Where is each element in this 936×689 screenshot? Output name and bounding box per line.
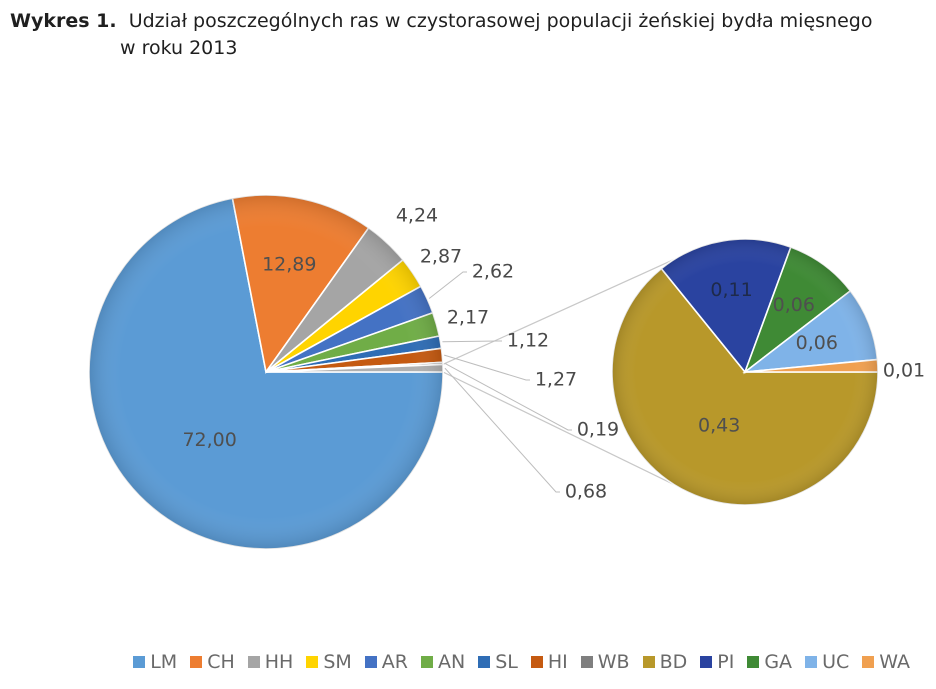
legend-item-sl: SL: [478, 648, 518, 676]
legend-label-bd: BD: [659, 651, 688, 673]
legend-swatch-pi: [700, 656, 713, 668]
legend-label-wa: WA: [879, 651, 910, 673]
leader-sl: [442, 340, 502, 343]
value-label-lm: 72,00: [182, 429, 236, 451]
value-label-wb: 0,19: [577, 419, 619, 441]
chart-caption: Wykres 1. Udział poszczególnych ras w cz…: [10, 8, 920, 62]
legend-swatch-wb: [580, 656, 593, 668]
value-label-hh: 4,24: [396, 205, 438, 227]
legend-label-uc: UC: [822, 651, 850, 673]
legend-swatch-an: [421, 656, 433, 668]
legend-label-sm: SM: [323, 651, 352, 673]
legend-label-ch: CH: [207, 651, 235, 673]
leader-wb: [444, 362, 572, 431]
leader-lines: [428, 271, 572, 493]
value-label-ch: 12,89: [262, 253, 316, 275]
legend-item-pi: PI: [700, 648, 734, 676]
legend-label-an: AN: [438, 651, 466, 673]
value-label-bd: 0,43: [698, 415, 740, 437]
legend-swatch-hh: [247, 656, 260, 668]
legend-label-hh: HH: [264, 651, 294, 673]
legend-swatch-sm: [306, 656, 319, 668]
caption-lead: Wykres 1.: [10, 10, 117, 32]
legend-swatch-uc: [805, 656, 818, 668]
legend-swatch-ga: [747, 656, 760, 668]
leader-ar: [428, 271, 467, 299]
legend-item-sm: SM: [306, 648, 352, 676]
legend-label-hi: HI: [547, 651, 568, 673]
value-label-hi: 1,27: [535, 369, 577, 391]
leader-hi: [444, 354, 530, 381]
legend-item-wb: WB: [580, 648, 630, 676]
legend-item-an: AN: [421, 648, 465, 676]
legend-label-wb: WB: [597, 651, 630, 673]
value-labels: 72,00 12,89 4,24 2,87 2,62 2,17 1,12 1,27 0,19 0,…: [182, 205, 925, 503]
main-pie: [88, 194, 444, 550]
legend-item-bd: BD: [642, 648, 688, 676]
legend-item-uc: UC: [805, 648, 849, 676]
legend-swatch-ch: [190, 656, 203, 668]
value-label-wa: 0,01: [883, 360, 925, 382]
legend-swatch-wa: [862, 656, 875, 668]
value-label-sm: 2,87: [420, 246, 462, 268]
value-label-an: 2,17: [447, 307, 489, 329]
legend-swatch-sl: [478, 656, 491, 668]
value-label-uc: 0,06: [796, 332, 838, 354]
legend: LM CH HH SM AR AN SL HI WB BD PI GA UC WA: [0, 648, 936, 676]
legend-item-hi: HI: [530, 648, 568, 676]
legend-item-ar: AR: [364, 648, 408, 676]
caption-line2: w roku 2013: [120, 37, 238, 59]
leader-pozosta-e: [444, 367, 560, 493]
legend-label-ar: AR: [381, 651, 408, 673]
legend-item-lm: LM: [133, 648, 177, 676]
legend-label-ga: GA: [764, 651, 793, 673]
legend-swatch-hi: [530, 656, 543, 668]
legend-label-pi: PI: [717, 651, 735, 673]
legend-item-wa: WA: [862, 648, 910, 676]
legend-item-ch: CH: [190, 648, 235, 676]
value-label-sl: 1,12: [507, 330, 549, 352]
legend-label-sl: SL: [495, 651, 518, 673]
value-label-ga: 0,06: [773, 294, 815, 316]
legend-item-hh: HH: [247, 648, 294, 676]
caption-line1: Udział poszczególnych ras w czystorasowe…: [128, 10, 873, 32]
value-label-pozosta-e: 0,68: [565, 481, 607, 503]
legend-swatch-bd: [642, 656, 655, 668]
legend-swatch-lm: [133, 656, 146, 668]
value-label-pi: 0,11: [710, 279, 752, 301]
legend-item-ga: GA: [747, 648, 792, 676]
value-label-ar: 2,62: [472, 261, 514, 283]
legend-label-lm: LM: [150, 651, 178, 673]
legend-swatch-ar: [364, 656, 377, 668]
